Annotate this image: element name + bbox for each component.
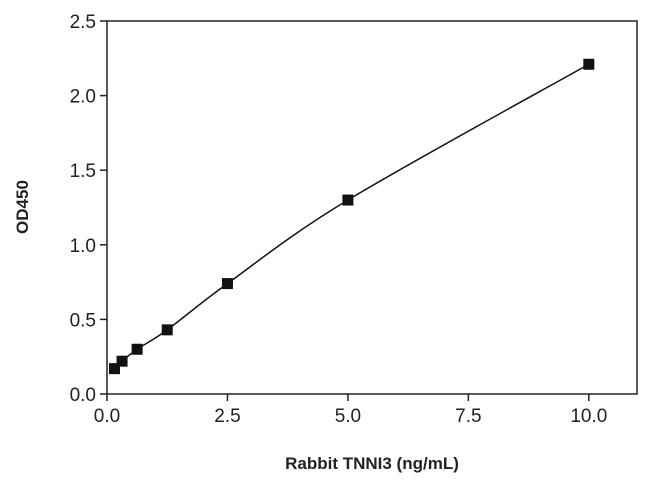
x-tick-label: 7.5 bbox=[455, 406, 481, 427]
y-tick-label: 2.5 bbox=[70, 12, 96, 33]
x-tick-label: 2.5 bbox=[214, 406, 240, 427]
x-axis-title: Rabbit TNNI3 (ng/mL) bbox=[285, 454, 459, 473]
data-point bbox=[161, 324, 173, 336]
data-point bbox=[221, 278, 233, 290]
x-tick-label: 0.0 bbox=[94, 406, 120, 427]
y-tick-label: 2.0 bbox=[70, 87, 96, 108]
fit-curve bbox=[113, 63, 590, 370]
y-tick-label: 1.0 bbox=[70, 236, 96, 257]
x-tick-label: 10.0 bbox=[570, 406, 607, 427]
data-point bbox=[116, 355, 128, 367]
plot-frame bbox=[106, 20, 638, 395]
y-tick-label: 0.5 bbox=[70, 310, 96, 331]
data-point bbox=[109, 363, 121, 375]
y-axis: 0.0 0.5 1.0 1.5 2.0 2.5 bbox=[70, 12, 107, 406]
data-point bbox=[342, 194, 354, 206]
y-axis-title: OD450 bbox=[13, 180, 32, 234]
data-point bbox=[131, 343, 143, 355]
x-axis: 0.0 2.5 5.0 7.5 10.0 bbox=[94, 394, 607, 427]
y-tick-label: 1.5 bbox=[70, 161, 96, 182]
x-tick-label: 5.0 bbox=[335, 406, 361, 427]
data-point bbox=[583, 58, 595, 70]
data-points bbox=[109, 58, 595, 375]
y-tick-label: 0.0 bbox=[70, 385, 96, 406]
